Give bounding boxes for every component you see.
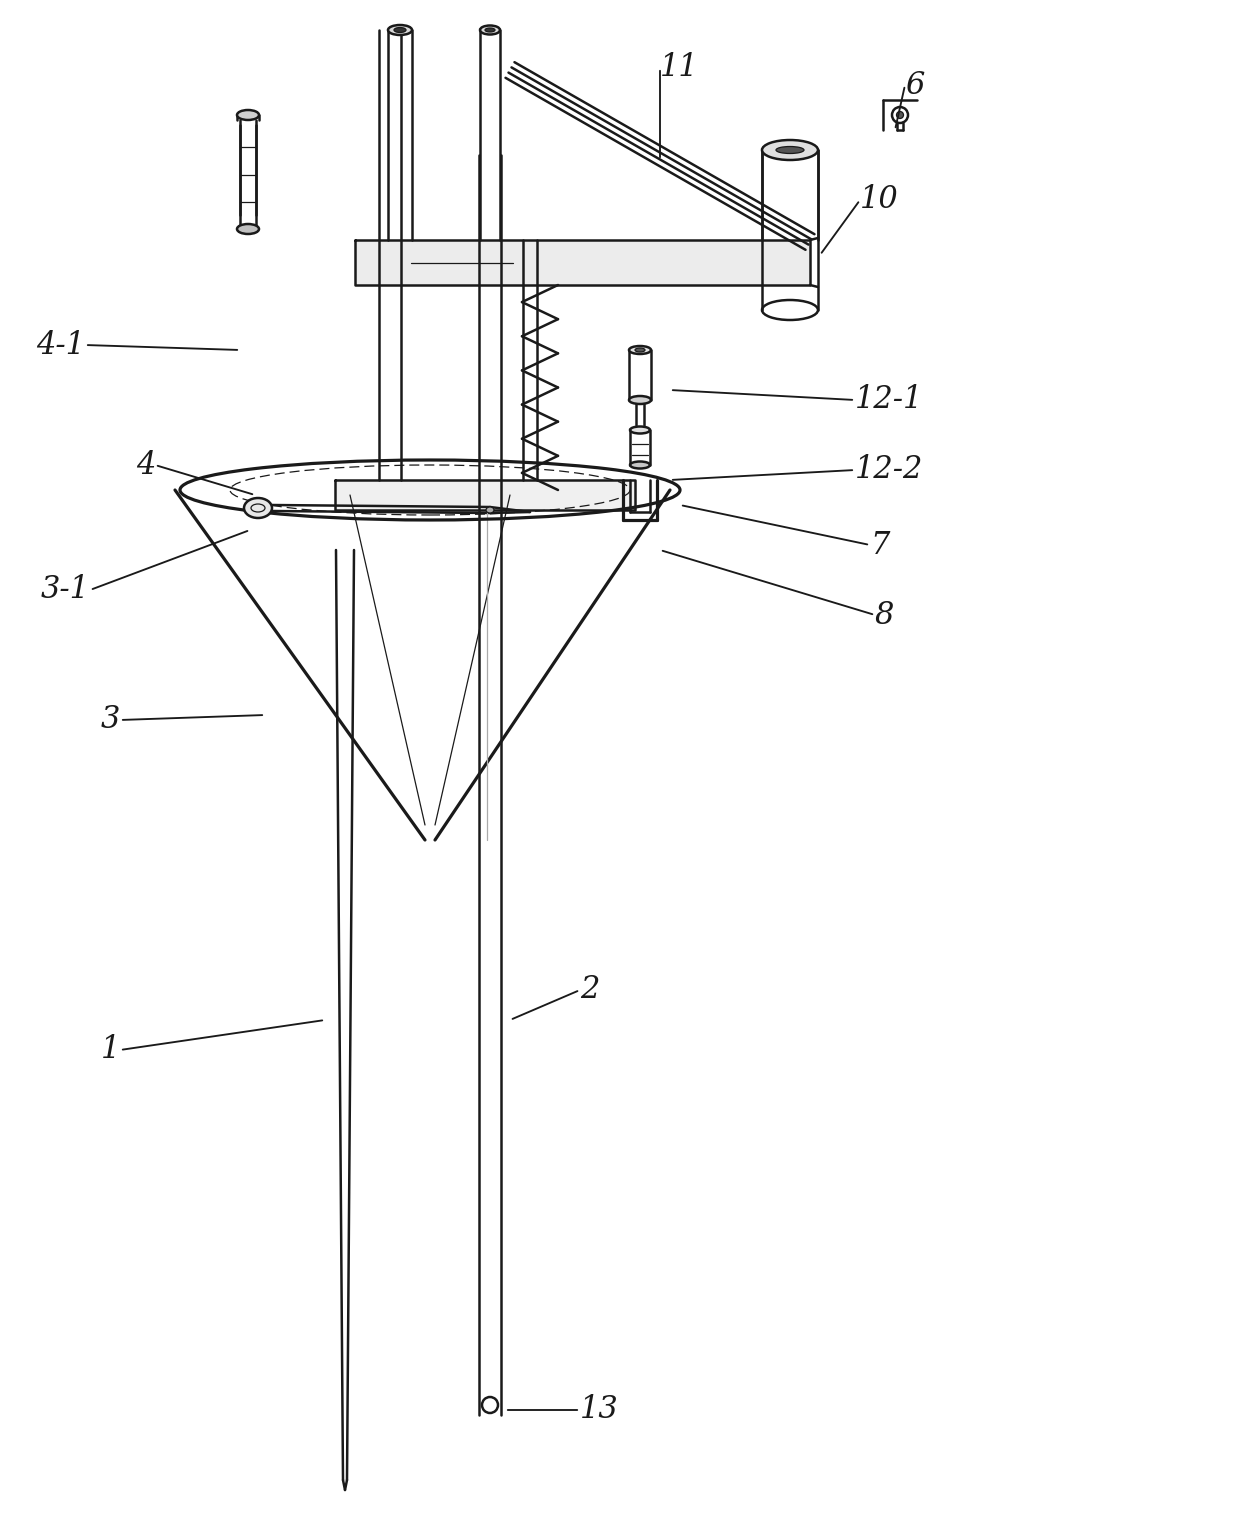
Text: 13: 13 xyxy=(580,1395,619,1425)
Ellipse shape xyxy=(629,346,651,355)
Ellipse shape xyxy=(629,396,651,403)
Ellipse shape xyxy=(244,497,272,518)
Ellipse shape xyxy=(237,224,259,233)
Text: 3: 3 xyxy=(100,705,120,735)
Text: 12-1: 12-1 xyxy=(856,385,924,415)
Ellipse shape xyxy=(630,426,650,434)
Text: 8: 8 xyxy=(875,599,894,631)
Text: 3-1: 3-1 xyxy=(41,575,91,605)
Text: 12-2: 12-2 xyxy=(856,455,924,485)
Ellipse shape xyxy=(630,461,650,468)
Ellipse shape xyxy=(763,139,818,161)
Text: 2: 2 xyxy=(580,975,599,1005)
Ellipse shape xyxy=(485,27,495,32)
Ellipse shape xyxy=(776,147,804,153)
Ellipse shape xyxy=(897,112,904,118)
Ellipse shape xyxy=(486,506,494,512)
Text: 7: 7 xyxy=(870,529,889,561)
Text: 1: 1 xyxy=(100,1034,120,1066)
Ellipse shape xyxy=(635,349,645,352)
Text: 4-1: 4-1 xyxy=(36,329,86,361)
Text: 6: 6 xyxy=(905,70,924,100)
Ellipse shape xyxy=(480,26,500,35)
Ellipse shape xyxy=(237,111,259,120)
Text: 11: 11 xyxy=(660,53,699,83)
Text: 10: 10 xyxy=(861,185,899,215)
Ellipse shape xyxy=(388,24,412,35)
Polygon shape xyxy=(335,481,635,509)
Ellipse shape xyxy=(394,27,405,32)
Polygon shape xyxy=(355,240,810,285)
Text: 4: 4 xyxy=(135,450,155,481)
